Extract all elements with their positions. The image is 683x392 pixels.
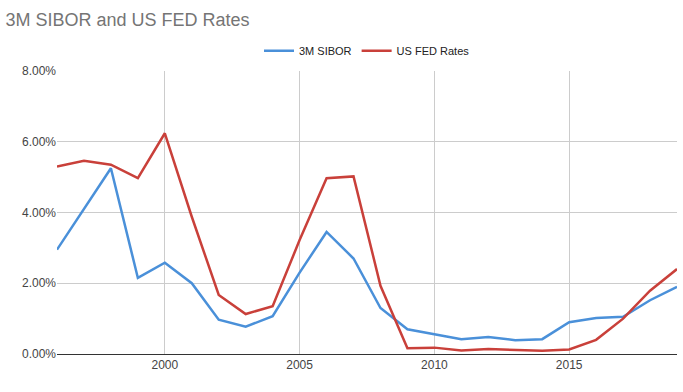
svg-text:2000: 2000 xyxy=(151,358,178,372)
svg-text:US FED Rates: US FED Rates xyxy=(397,45,470,57)
svg-text:2.00%: 2.00% xyxy=(22,276,56,290)
svg-text:2015: 2015 xyxy=(556,358,583,372)
svg-text:8.00%: 8.00% xyxy=(22,64,56,78)
svg-text:3M SIBOR and US FED Rates: 3M SIBOR and US FED Rates xyxy=(5,10,249,30)
svg-text:2010: 2010 xyxy=(421,358,448,372)
svg-text:6.00%: 6.00% xyxy=(22,135,56,149)
svg-text:4.00%: 4.00% xyxy=(22,206,56,220)
svg-text:0.00%: 0.00% xyxy=(22,347,56,361)
svg-text:3M SIBOR: 3M SIBOR xyxy=(299,45,352,57)
svg-text:2005: 2005 xyxy=(286,358,313,372)
